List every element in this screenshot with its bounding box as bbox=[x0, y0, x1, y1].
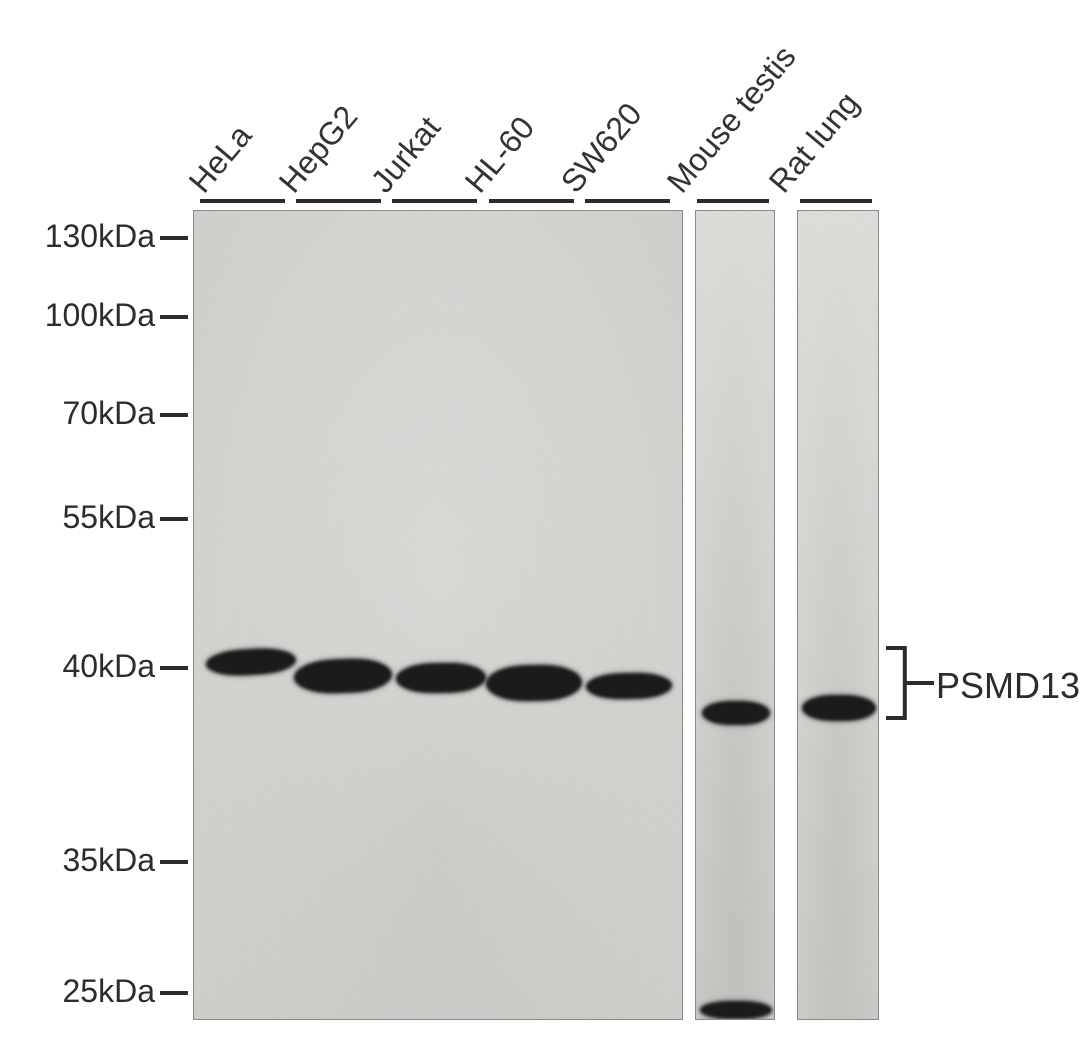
lane-underline bbox=[392, 199, 477, 203]
mw-label: 55kDa bbox=[63, 499, 156, 536]
blot-band bbox=[802, 695, 876, 721]
lane-label: Jurkat bbox=[364, 109, 448, 200]
blot-band bbox=[486, 664, 583, 702]
lane-underline bbox=[200, 199, 285, 203]
mw-tick bbox=[160, 236, 188, 240]
mw-label: 40kDa bbox=[63, 648, 156, 685]
blot-band bbox=[702, 701, 770, 725]
mw-tick bbox=[160, 666, 188, 670]
mw-label: 25kDa bbox=[63, 973, 156, 1010]
lane-underline bbox=[800, 199, 872, 203]
mw-label: 70kDa bbox=[63, 395, 156, 432]
mw-label: 130kDa bbox=[45, 218, 155, 255]
mw-tick bbox=[160, 517, 188, 521]
lane-label: SW620 bbox=[554, 96, 650, 200]
target-label: PSMD13 bbox=[936, 665, 1080, 707]
lane-underline bbox=[697, 199, 769, 203]
lane-label: HL-60 bbox=[458, 109, 542, 200]
mw-tick bbox=[160, 860, 188, 864]
lane-underline bbox=[585, 199, 670, 203]
blot-panel bbox=[193, 210, 683, 1020]
lane-underline bbox=[489, 199, 574, 203]
lane-label: HepG2 bbox=[272, 99, 366, 200]
mw-tick bbox=[160, 413, 188, 417]
blot-panel bbox=[695, 210, 775, 1020]
lane-label: Rat lung bbox=[762, 85, 867, 200]
western-blot-figure: HeLaHepG2JurkatHL-60SW620Mouse testisRat… bbox=[0, 0, 1080, 1048]
mw-tick bbox=[160, 991, 188, 995]
lane-label: HeLa bbox=[182, 118, 260, 200]
mw-tick bbox=[160, 315, 188, 319]
mw-label: 100kDa bbox=[45, 297, 155, 334]
blot-band bbox=[700, 1001, 772, 1019]
blot-panel bbox=[797, 210, 879, 1020]
lane-underline bbox=[296, 199, 381, 203]
mw-label: 35kDa bbox=[63, 842, 156, 879]
